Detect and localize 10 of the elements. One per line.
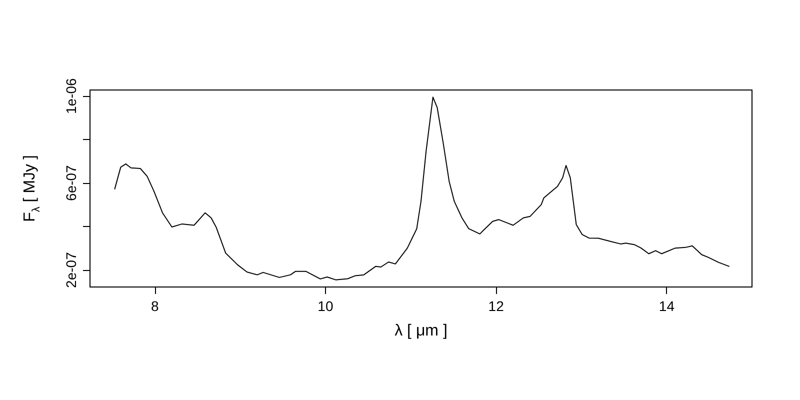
line-series: [114, 96, 730, 280]
x-tick-label: 10: [318, 298, 334, 314]
y-tick-label: 2e-07: [63, 252, 79, 288]
x-tick-label: 8: [150, 298, 159, 314]
y-tick-label: 1e-06: [63, 78, 79, 114]
y-tick-label: 6e-07: [63, 164, 79, 201]
x-axis-title: λ [ μm ]: [394, 322, 448, 340]
x-tick-label: 12: [488, 298, 504, 314]
x-tick-label: 14: [658, 298, 675, 314]
y-axis-title: Fλ [ MJy ]: [22, 155, 42, 222]
